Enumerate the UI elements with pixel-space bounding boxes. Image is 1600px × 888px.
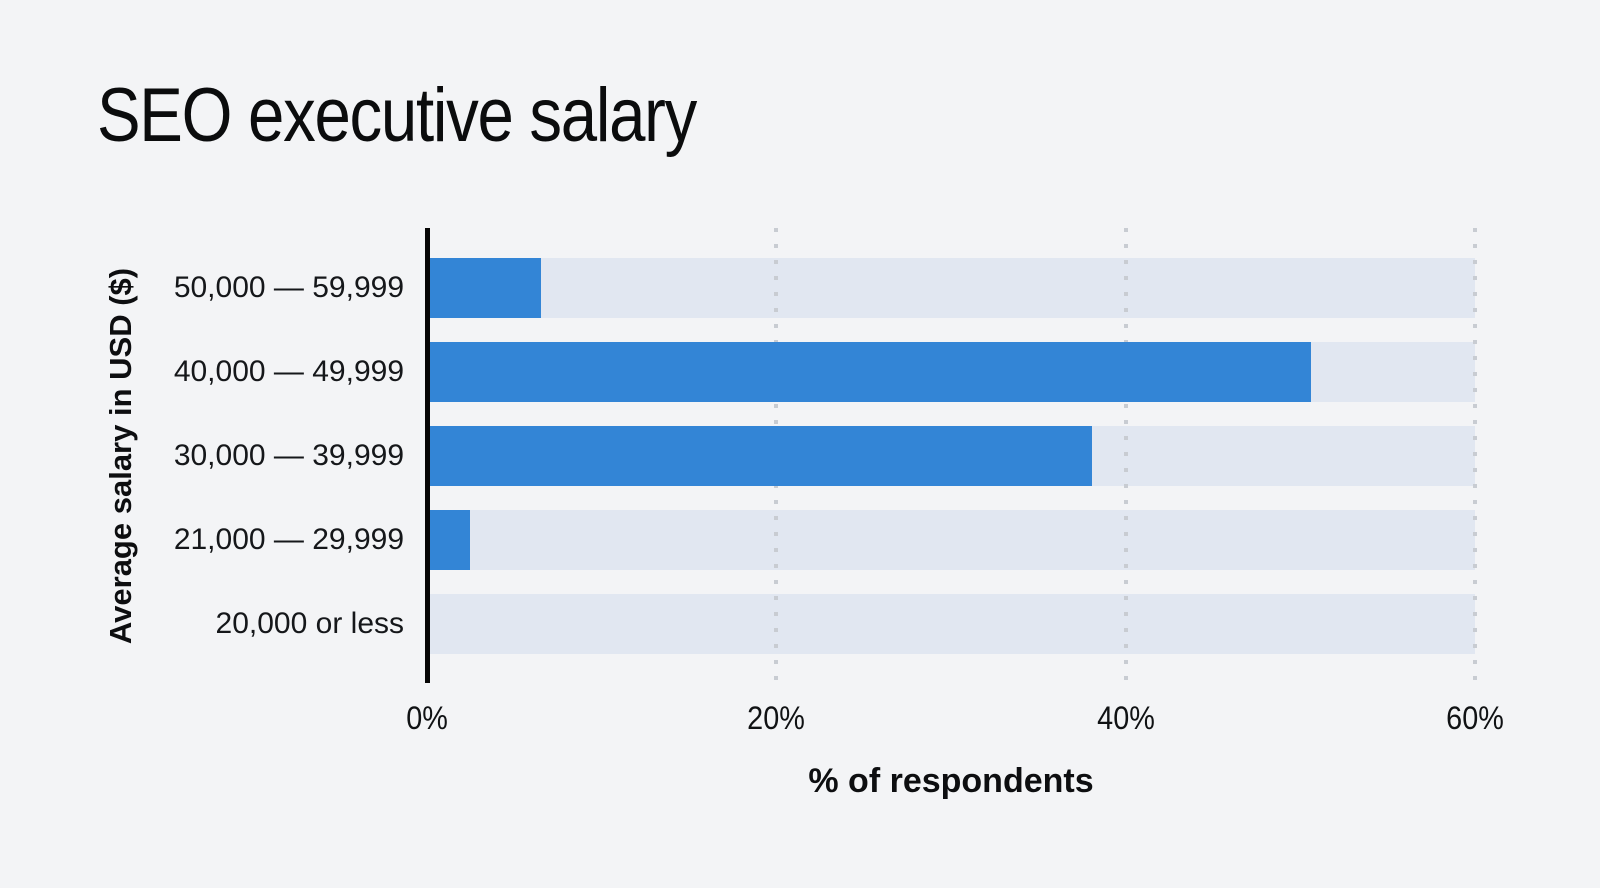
plot-area [425,228,1477,683]
bar-track [430,258,1475,318]
bar [430,510,471,570]
bar-track [430,594,1475,654]
x-tick-label: 20% [747,700,806,736]
gridline [1473,228,1477,683]
bar-row [430,594,1475,654]
chart-title: SEO executive salary [97,73,697,158]
bar-row [430,510,1475,570]
x-axis-label: % of respondents [808,762,1094,800]
bar-row [430,258,1475,318]
category-label: 50,000 — 59,999 [173,271,404,304]
x-ticks: 0% 20% 40% 60% [406,700,1504,742]
x-tick-label: 0% [406,700,448,736]
bar-row [430,426,1475,486]
category-label: 40,000 — 49,999 [173,355,404,388]
bar-track [430,510,1475,570]
category-label: 21,000 — 29,999 [173,523,404,556]
category-label: 20,000 or less [215,607,404,640]
x-tick-label: 60% [1446,700,1504,736]
gridline [1123,228,1128,683]
bar [430,426,1092,486]
bar [430,342,1312,402]
y-axis-line [425,228,430,683]
bar-row [430,342,1475,402]
x-tick-label: 40% [1096,700,1155,736]
bar [430,258,542,318]
category-labels: 50,000 — 59,999 40,000 — 49,999 30,000 — 3… [0,228,404,683]
category-label: 30,000 — 39,999 [173,439,404,472]
